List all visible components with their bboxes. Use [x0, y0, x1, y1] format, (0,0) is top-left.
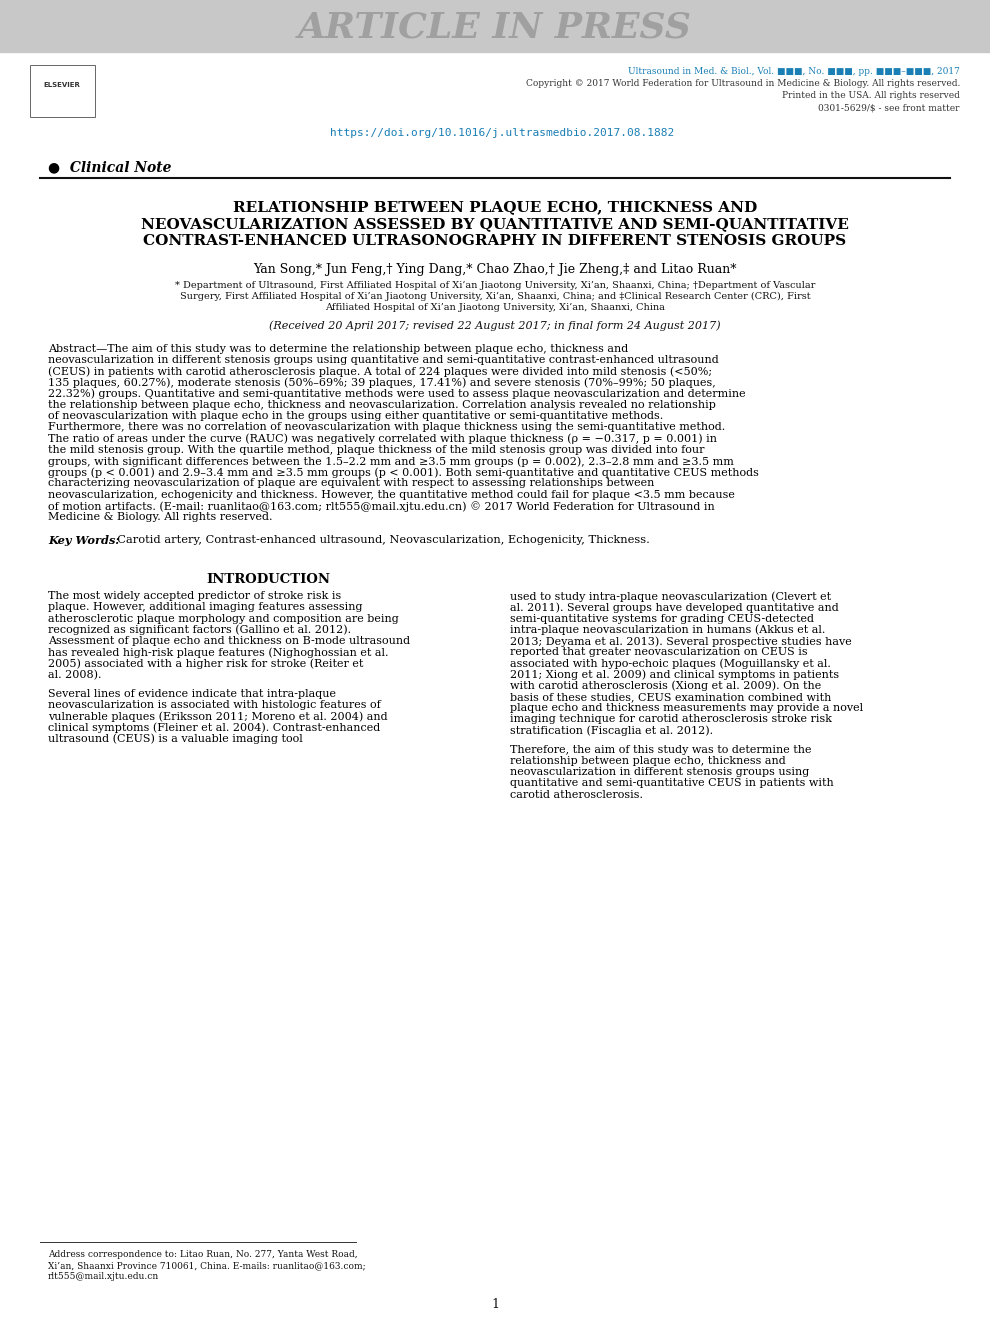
Text: quantitative and semi-quantitative CEUS in patients with: quantitative and semi-quantitative CEUS …	[510, 779, 834, 788]
Text: ultrasound (CEUS) is a valuable imaging tool: ultrasound (CEUS) is a valuable imaging …	[48, 734, 303, 744]
Text: groups, with significant differences between the 1.5–2.2 mm and ≥3.5 mm groups (: groups, with significant differences bet…	[48, 455, 734, 466]
Text: plaque. However, additional imaging features assessing: plaque. However, additional imaging feat…	[48, 602, 362, 612]
Text: 2011; Xiong et al. 2009) and clinical symptoms in patients: 2011; Xiong et al. 2009) and clinical sy…	[510, 669, 840, 680]
Text: plaque echo and thickness measurements may provide a novel: plaque echo and thickness measurements m…	[510, 704, 863, 713]
Text: Key Words:: Key Words:	[48, 535, 120, 546]
Text: Affiliated Hospital of Xi’an Jiaotong University, Xi’an, Shaanxi, China: Affiliated Hospital of Xi’an Jiaotong Un…	[325, 304, 665, 312]
Text: 0301-5629/$ - see front matter: 0301-5629/$ - see front matter	[819, 103, 960, 112]
Text: al. 2008).: al. 2008).	[48, 669, 102, 680]
Text: Xi’an, Shaanxi Province 710061, China. E-mails: ruanlitao@163.com;: Xi’an, Shaanxi Province 710061, China. E…	[48, 1261, 365, 1270]
Text: Furthermore, there was no correlation of neovascularization with plaque thicknes: Furthermore, there was no correlation of…	[48, 422, 726, 433]
Text: 135 plaques, 60.27%), moderate stenosis (50%–69%; 39 plaques, 17.41%) and severe: 135 plaques, 60.27%), moderate stenosis …	[48, 378, 716, 388]
Text: associated with hypo-echoic plaques (Moguillansky et al.: associated with hypo-echoic plaques (Mog…	[510, 659, 831, 669]
Text: Abstract—The aim of this study was to determine the relationship between plaque : Abstract—The aim of this study was to de…	[48, 345, 629, 354]
Text: basis of these studies, CEUS examination combined with: basis of these studies, CEUS examination…	[510, 692, 832, 702]
Text: neovascularization in different stenosis groups using: neovascularization in different stenosis…	[510, 767, 809, 777]
Text: groups (p < 0.001) and 2.9–3.4 mm and ≥3.5 mm groups (p < 0.001). Both semi-quan: groups (p < 0.001) and 2.9–3.4 mm and ≥3…	[48, 467, 759, 478]
Text: rlt555@mail.xjtu.edu.cn: rlt555@mail.xjtu.edu.cn	[48, 1272, 159, 1280]
Text: Address correspondence to: Litao Ruan, No. 277, Yanta West Road,: Address correspondence to: Litao Ruan, N…	[48, 1250, 357, 1259]
Text: neovascularization is associated with histologic features of: neovascularization is associated with hi…	[48, 700, 381, 710]
Text: with carotid atherosclerosis (Xiong et al. 2009). On the: with carotid atherosclerosis (Xiong et a…	[510, 681, 822, 692]
Text: the relationship between plaque echo, thickness and neovascularization. Correlat: the relationship between plaque echo, th…	[48, 400, 716, 411]
Text: semi-quantitative systems for grading CEUS-detected: semi-quantitative systems for grading CE…	[510, 614, 814, 623]
Text: recognized as significant factors (Gallino et al. 2012).: recognized as significant factors (Galli…	[48, 624, 351, 635]
Text: atherosclerotic plaque morphology and composition are being: atherosclerotic plaque morphology and co…	[48, 614, 399, 623]
Text: al. 2011). Several groups have developed quantitative and: al. 2011). Several groups have developed…	[510, 602, 839, 612]
Text: of neovascularization with plaque echo in the groups using either quantitative o: of neovascularization with plaque echo i…	[48, 412, 663, 421]
Text: Carotid artery, Contrast-enhanced ultrasound, Neovascularization, Echogenicity, : Carotid artery, Contrast-enhanced ultras…	[110, 535, 649, 545]
Text: the mild stenosis group. With the quartile method, plaque thickness of the mild : the mild stenosis group. With the quarti…	[48, 445, 705, 455]
Text: carotid atherosclerosis.: carotid atherosclerosis.	[510, 789, 643, 800]
Text: 22.32%) groups. Quantitative and semi-quantitative methods were used to assess p: 22.32%) groups. Quantitative and semi-qu…	[48, 389, 745, 400]
Text: characterizing neovascularization of plaque are equivalent with respect to asses: characterizing neovascularization of pla…	[48, 478, 654, 488]
Text: NEOVASCULARIZATION ASSESSED BY QUANTITATIVE AND SEMI-QUANTITATIVE: NEOVASCULARIZATION ASSESSED BY QUANTITAT…	[141, 216, 849, 231]
Text: ARTICLE IN PRESS: ARTICLE IN PRESS	[298, 11, 692, 45]
Text: (CEUS) in patients with carotid atherosclerosis plaque. A total of 224 plaques w: (CEUS) in patients with carotid atherosc…	[48, 367, 712, 378]
Text: Copyright © 2017 World Federation for Ultrasound in Medicine & Biology. All righ: Copyright © 2017 World Federation for Ul…	[526, 79, 960, 88]
Text: stratification (Fiscaglia et al. 2012).: stratification (Fiscaglia et al. 2012).	[510, 726, 713, 737]
Text: https://doi.org/10.1016/j.ultrasmedbio.2017.08.1882: https://doi.org/10.1016/j.ultrasmedbio.2…	[330, 128, 674, 139]
Text: neovascularization, echogenicity and thickness. However, the quantitative method: neovascularization, echogenicity and thi…	[48, 490, 735, 499]
Text: neovascularization in different stenosis groups using quantitative and semi-quan: neovascularization in different stenosis…	[48, 355, 719, 366]
Text: used to study intra-plaque neovascularization (Clevert et: used to study intra-plaque neovasculariz…	[510, 591, 832, 602]
Text: Yan Song,* Jun Feng,† Ying Dang,* Chao Zhao,† Jie Zheng,‡ and Litao Ruan*: Yan Song,* Jun Feng,† Ying Dang,* Chao Z…	[253, 263, 737, 276]
Text: INTRODUCTION: INTRODUCTION	[206, 573, 330, 586]
Bar	[30, 65, 95, 117]
Text: Several lines of evidence indicate that intra-plaque: Several lines of evidence indicate that …	[48, 689, 336, 698]
Text: 2013; Deyama et al. 2013). Several prospective studies have: 2013; Deyama et al. 2013). Several prosp…	[510, 636, 851, 647]
Text: 2005) associated with a higher risk for stroke (Reiter et: 2005) associated with a higher risk for …	[48, 659, 363, 669]
Text: RELATIONSHIP BETWEEN PLAQUE ECHO, THICKNESS AND: RELATIONSHIP BETWEEN PLAQUE ECHO, THICKN…	[233, 201, 757, 214]
Bar	[0, 0, 990, 51]
Text: Assessment of plaque echo and thickness on B-mode ultrasound: Assessment of plaque echo and thickness …	[48, 636, 410, 645]
Text: ●  Clinical Note: ● Clinical Note	[48, 160, 171, 174]
Text: Printed in the USA. All rights reserved: Printed in the USA. All rights reserved	[782, 91, 960, 100]
Text: imaging technique for carotid atherosclerosis stroke risk: imaging technique for carotid atheroscle…	[510, 714, 832, 725]
Text: of motion artifacts. (E-mail: ruanlitao@163.com; rlt555@mail.xjtu.edu.cn) © 2017: of motion artifacts. (E-mail: ruanlitao@…	[48, 500, 715, 512]
Text: Medicine & Biology. All rights reserved.: Medicine & Biology. All rights reserved.	[48, 512, 272, 521]
Text: (Received 20 April 2017; revised 22 August 2017; in final form 24 August 2017): (Received 20 April 2017; revised 22 Augu…	[269, 319, 721, 330]
Text: Surgery, First Affiliated Hospital of Xi’an Jiaotong University, Xi’an, Shaanxi,: Surgery, First Affiliated Hospital of Xi…	[180, 292, 810, 301]
Text: clinical symptoms (Fleiner et al. 2004). Contrast-enhanced: clinical symptoms (Fleiner et al. 2004).…	[48, 722, 380, 733]
Text: * Department of Ultrasound, First Affiliated Hospital of Xi’an Jiaotong Universi: * Department of Ultrasound, First Affili…	[175, 281, 815, 290]
Text: reported that greater neovascularization on CEUS is: reported that greater neovascularization…	[510, 647, 808, 657]
Text: The most widely accepted predictor of stroke risk is: The most widely accepted predictor of st…	[48, 591, 342, 601]
Text: Ultrasound in Med. & Biol., Vol. ■■■, No. ■■■, pp. ■■■–■■■, 2017: Ultrasound in Med. & Biol., Vol. ■■■, No…	[628, 67, 960, 77]
Text: 1: 1	[491, 1298, 499, 1311]
Text: ELSEVIER: ELSEVIER	[44, 82, 80, 88]
Text: has revealed high-risk plaque features (Nighoghossian et al.: has revealed high-risk plaque features (…	[48, 647, 388, 657]
Text: Therefore, the aim of this study was to determine the: Therefore, the aim of this study was to …	[510, 744, 812, 755]
Text: relationship between plaque echo, thickness and: relationship between plaque echo, thickn…	[510, 756, 786, 766]
Text: CONTRAST-ENHANCED ULTRASONOGRAPHY IN DIFFERENT STENOSIS GROUPS: CONTRAST-ENHANCED ULTRASONOGRAPHY IN DIF…	[144, 234, 846, 248]
Text: The ratio of areas under the curve (RAUC) was negatively correlated with plaque : The ratio of areas under the curve (RAUC…	[48, 433, 717, 444]
Text: intra-plaque neovascularization in humans (Akkus et al.: intra-plaque neovascularization in human…	[510, 624, 826, 635]
Text: vulnerable plaques (Eriksson 2011; Moreno et al. 2004) and: vulnerable plaques (Eriksson 2011; Moren…	[48, 711, 388, 722]
